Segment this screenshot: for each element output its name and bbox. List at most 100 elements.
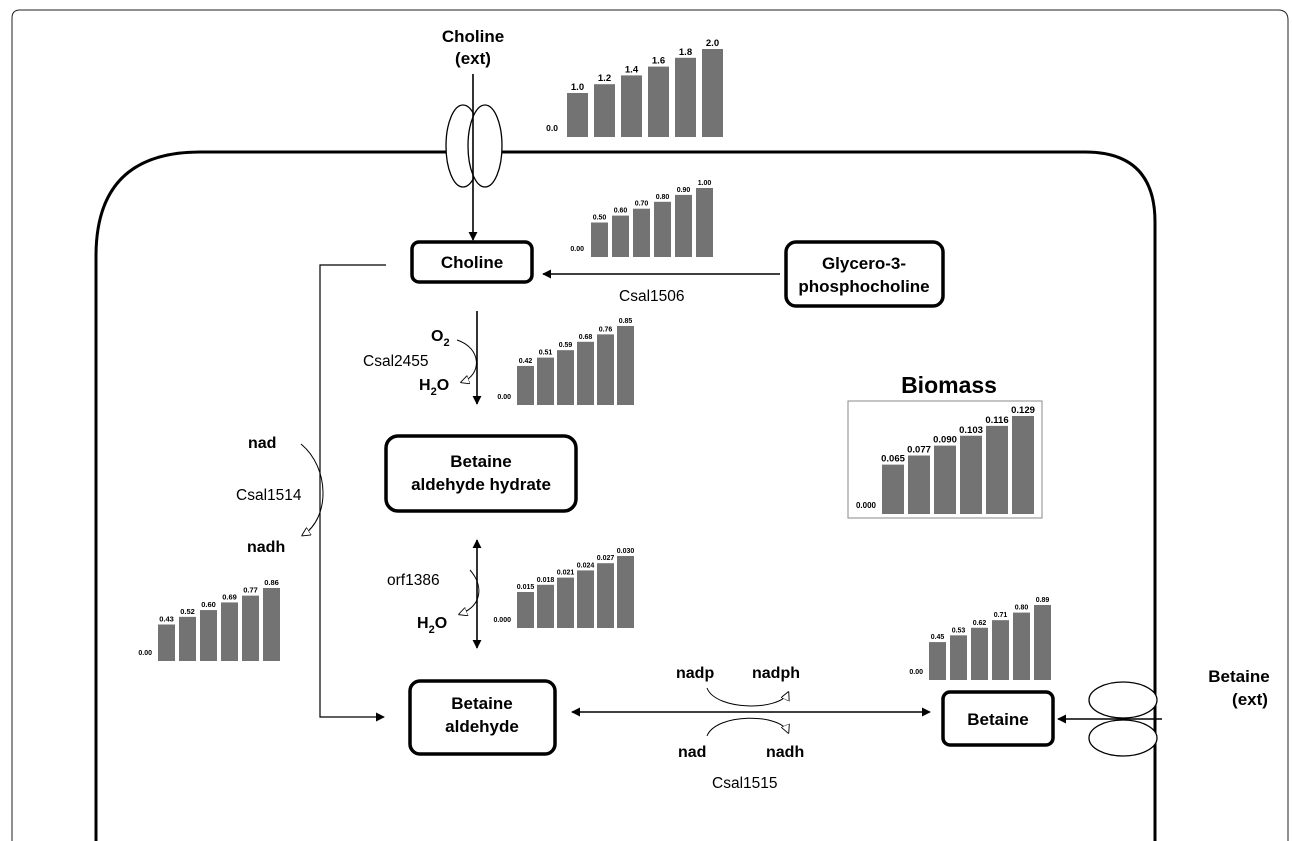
orf1386-flux-bar (597, 563, 614, 628)
choline-uptake-flux-bar (702, 49, 723, 137)
csal1506-flux-bar (633, 208, 650, 257)
csal2455-flux-bar-label: 0.68 (579, 334, 593, 341)
nadh-label-bottom: nadh (766, 744, 804, 761)
csal1514-flux-bar-label: 0.52 (180, 607, 195, 616)
choline-uptake-flux-bar (675, 57, 696, 137)
biomass-title: Biomass (901, 372, 997, 398)
svg-text:aldehyde hydrate: aldehyde hydrate (411, 475, 551, 494)
csal2455-flux-bar (617, 326, 634, 405)
choline-uptake-flux-bar (594, 84, 615, 137)
csal1514-flux-bar-label: 0.43 (159, 615, 174, 624)
biomass-flux-bar-label: 0.103 (959, 425, 983, 436)
csal2455-flux-bar-label: 0.85 (619, 318, 633, 325)
csal1514-flux-zero-label: 0.00 (138, 650, 152, 657)
flux-bar-charts: 1.0 1.2 1.4 1.6 1.8 2.0 0.0 0.50 0.60 0.70 0.80 0.9… (138, 38, 1051, 680)
choline-uptake-flux-bar-label: 1.8 (679, 47, 692, 58)
orf1386-flux-bar-label: 0.030 (617, 548, 635, 555)
csal1514-flux-bar (221, 602, 238, 661)
csal2455-flux-chart: 0.42 0.51 0.59 0.68 0.76 0.85 0.00 (497, 318, 634, 405)
o2-label: O2 (431, 328, 450, 349)
csal1506-flux-bar-label: 0.90 (677, 187, 691, 194)
orf1386-label: orf1386 (387, 572, 440, 589)
svg-text:Choline: Choline (441, 253, 503, 272)
betaine-node: Betaine (941, 690, 1055, 747)
h2o-label-top: H2O (419, 377, 449, 398)
betaine-aldehyde-node: Betaine aldehyde (408, 679, 557, 756)
svg-text:Choline: Choline (442, 27, 504, 46)
betaine-flux-chart: 0.45 0.53 0.62 0.71 0.80 0.89 0.00 (909, 597, 1051, 680)
biomass-flux-bar (986, 425, 1008, 514)
csal2455-flux-bar (577, 341, 594, 405)
orf1386-flux-bar-label: 0.021 (557, 570, 575, 577)
figure-frame (11, 9, 1289, 841)
svg-text:Betaine: Betaine (451, 694, 512, 713)
csal1506-flux-chart: 0.50 0.60 0.70 0.80 0.90 1.00 0.00 (570, 180, 713, 257)
csal1506-flux-bar (675, 194, 692, 257)
nadh-label-left: nadh (247, 539, 285, 556)
choline-uptake-flux-bar-label: 1.0 (571, 82, 584, 93)
o2-h2o-curve (456, 339, 477, 382)
biomass-flux-bar (882, 464, 904, 514)
biomass-flux-bar (960, 435, 982, 514)
csal1514-flux-bar-label: 0.86 (264, 578, 279, 587)
csal1514-flux-bar (200, 610, 217, 661)
csal2455-flux-bar (557, 350, 574, 405)
biomass-flux-bar-label: 0.077 (907, 445, 931, 456)
csal1514-flux-bar-label: 0.77 (243, 586, 258, 595)
nad-label-bottom: nad (678, 744, 706, 761)
orf1386-flux-bar (517, 592, 534, 628)
svg-text:(ext): (ext) (1232, 690, 1268, 709)
csal1506-flux-bar-label: 1.00 (698, 180, 712, 187)
betaine-flux-zero-label: 0.00 (909, 669, 923, 676)
csal1506-flux-bar (696, 188, 713, 257)
csal1514-flux-bar (263, 588, 280, 661)
orf1386-flux-bar-label: 0.015 (517, 584, 535, 591)
betaine-flux-bar (992, 620, 1009, 680)
biomass-flux-bar (1012, 416, 1034, 514)
orf1386-flux-bar (537, 584, 554, 628)
choline-uptake-flux-bar-label: 2.0 (706, 38, 719, 49)
csal1514-flux-bar (179, 616, 196, 661)
csal2455-flux-bar-label: 0.42 (519, 358, 533, 365)
csal2455-flux-bar-label: 0.76 (599, 326, 613, 333)
biomass-flux-bar-label: 0.129 (1011, 405, 1035, 416)
choline-ext-label: Choline (ext) (442, 27, 504, 68)
csal1514-flux-bar-label: 0.69 (222, 592, 237, 601)
biomass-flux-zero-label: 0.000 (856, 501, 877, 510)
csal1506-flux-bar-label: 0.80 (656, 194, 670, 201)
csal1506-flux-bar-label: 0.50 (593, 215, 607, 222)
biomass-flux-bar-label: 0.116 (985, 415, 1008, 426)
csal1515-label: Csal1515 (712, 775, 778, 792)
svg-text:Glycero-3-: Glycero-3- (822, 254, 906, 273)
choline-uptake-flux-bar (648, 66, 669, 137)
nadp-nadph-curve (706, 687, 788, 707)
glycero-3-phosphocholine-node: Glycero-3- phosphocholine (784, 240, 945, 308)
csal1506-flux-bar-label: 0.70 (635, 201, 649, 208)
svg-text:phosphocholine: phosphocholine (798, 277, 929, 296)
csal2455-label: Csal2455 (363, 353, 429, 370)
csal2455-flux-zero-label: 0.00 (497, 394, 511, 401)
betaine-aldehyde-hydrate-node: Betaine aldehyde hydrate (384, 434, 578, 513)
svg-text:Betaine: Betaine (967, 710, 1028, 729)
biomass-flux-bar-label: 0.065 (881, 454, 905, 465)
choline-uptake-flux-bar (621, 75, 642, 137)
nadp-label: nadp (676, 665, 714, 682)
nad-label-left: nad (248, 435, 276, 452)
orf1386-flux-bar-label: 0.024 (577, 562, 595, 569)
orf1386-flux-bar-label: 0.027 (597, 555, 615, 562)
svg-text:(ext): (ext) (455, 49, 491, 68)
cell-membrane (94, 150, 1157, 841)
betaine-flux-bar-label: 0.62 (973, 620, 987, 627)
biomass-flux-bar-label: 0.090 (933, 435, 957, 446)
csal1514-flux-bar (158, 624, 175, 661)
svg-text:Betaine: Betaine (450, 452, 511, 471)
orf1386-flux-bar (577, 570, 594, 628)
betaine-transporter (1088, 681, 1158, 757)
biomass-flux-bar (908, 455, 930, 514)
betaine-flux-bar (971, 627, 988, 680)
csal1506-flux-bar-label: 0.60 (614, 208, 628, 215)
orf1386-flux-bar-label: 0.018 (537, 577, 555, 584)
choline-node: Choline (410, 240, 534, 284)
